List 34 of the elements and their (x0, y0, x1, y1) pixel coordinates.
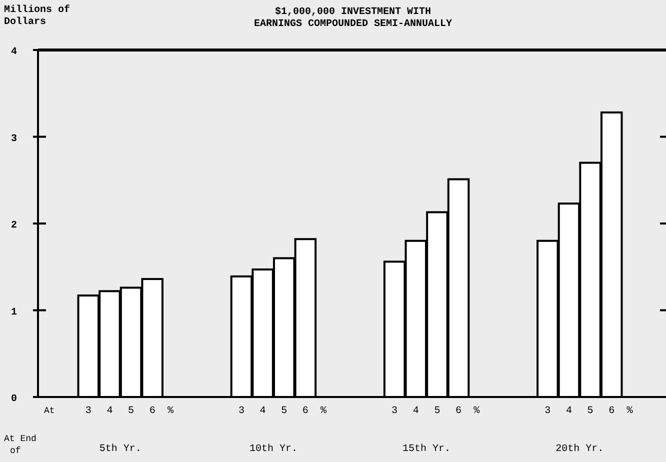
series-label: 3 (85, 406, 92, 417)
text: 5 (587, 406, 594, 417)
text: 4 (412, 406, 419, 417)
text: 5 (281, 406, 288, 417)
y-tick-label: 0 (10, 394, 18, 405)
text: % (474, 406, 480, 417)
text: % (320, 406, 327, 417)
text: 3 (238, 406, 244, 417)
chart-title: $1,000,000 INVESTMENT WITH (274, 6, 432, 18)
text: % (167, 406, 174, 417)
text: At (44, 406, 55, 416)
text: 6 (608, 406, 615, 417)
series-label: 5 (128, 406, 134, 417)
x-tick-label: 10th Yr. (249, 443, 298, 455)
text: 3 (392, 406, 398, 417)
text: At End of (4, 434, 36, 456)
y-axis-title: Millions of Dollars (4, 4, 70, 28)
y-tick-label: 3 (10, 134, 18, 145)
x-tick-label: 20th Yr. (556, 443, 604, 455)
text: 5 (434, 406, 440, 417)
text: 6 (302, 406, 308, 417)
chart-subtitle: EARNINGS COMPOUNDED SEMI-ANNUALLY (254, 19, 452, 30)
y-tick-label: 1 (10, 307, 18, 318)
text: 6 (456, 406, 462, 417)
text: % (626, 406, 633, 417)
x-tick-label: 15th Yr. (402, 443, 451, 455)
text: 4 (566, 406, 572, 417)
y-tick-label: 4 (10, 47, 18, 58)
series-label: 4 (106, 406, 113, 417)
text: 4 (260, 406, 266, 417)
series-label: 6 (149, 406, 156, 417)
y-tick-label: 2 (10, 220, 18, 232)
text: 3 (544, 406, 551, 417)
x-tick-label: 5th Yr. (99, 443, 142, 455)
